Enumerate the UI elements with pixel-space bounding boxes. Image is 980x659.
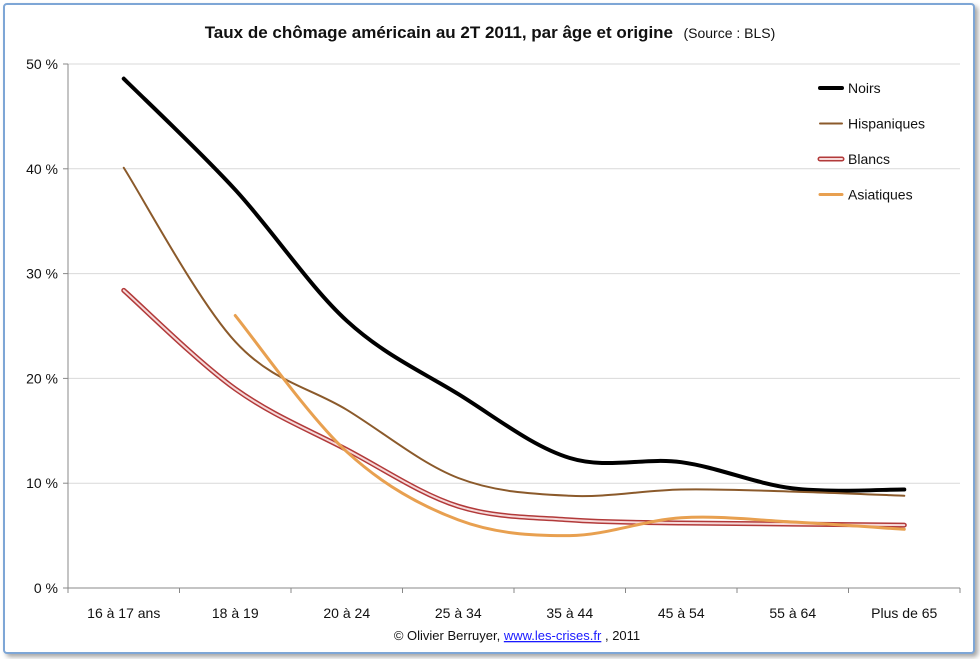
series-line-2	[121, 287, 907, 528]
x-tick-label: 35 à 44	[546, 605, 593, 621]
legend-label-2: Blancs	[848, 151, 890, 167]
gridlines	[68, 63, 960, 484]
series-line-2-inner	[122, 289, 906, 527]
credit-suffix: , 2011	[605, 628, 640, 643]
x-tick-label: 45 à 54	[658, 605, 705, 621]
chart-title-group: Taux de chômage américain au 2T 2011, pa…	[205, 23, 776, 42]
y-tick-label: 20 %	[26, 370, 58, 386]
chart-title: Taux de chômage américain au 2T 2011, pa…	[205, 23, 673, 42]
credit-link[interactable]: www.les-crises.fr	[503, 628, 602, 643]
legend-label-1: Hispaniques	[848, 116, 925, 132]
y-tick-label: 0 %	[34, 580, 58, 596]
x-tick-label: 20 à 24	[323, 605, 370, 621]
x-tick-label: 25 à 34	[435, 605, 482, 621]
x-tick-label: Plus de 65	[871, 605, 937, 621]
y-tick-label: 10 %	[26, 475, 58, 491]
x-tick-label: 55 à 64	[769, 605, 816, 621]
x-axis-ticks: 16 à 17 ans 18 à 19 20 à 24 25 à 34 35 à 44 4…	[87, 605, 937, 621]
y-tick-label: 30 %	[26, 266, 58, 282]
axes	[63, 63, 961, 593]
series-line-0	[121, 76, 907, 493]
legend: Noirs Hispaniques Blancs Asiatiques	[817, 80, 925, 203]
series-lines	[121, 76, 907, 538]
y-tick-label: 40 %	[26, 161, 58, 177]
legend-label-3: Asiatiques	[848, 187, 913, 203]
y-tick-label: 50 %	[26, 56, 58, 72]
y-axis-ticks: 0 % 10 % 20 % 30 % 40 % 50 %	[26, 56, 58, 596]
series-line-1	[122, 166, 906, 498]
series-line-3	[233, 314, 906, 538]
x-tick-label: 16 à 17 ans	[87, 605, 160, 621]
x-tick-label: 18 à 19	[212, 605, 259, 621]
legend-label-0: Noirs	[848, 80, 881, 96]
credit-line: © Olivier Berruyer, www.les-crises.fr , …	[394, 628, 640, 643]
chart-subtitle: (Source : BLS)	[683, 25, 775, 41]
credit-prefix: © Olivier Berruyer,	[394, 628, 504, 643]
